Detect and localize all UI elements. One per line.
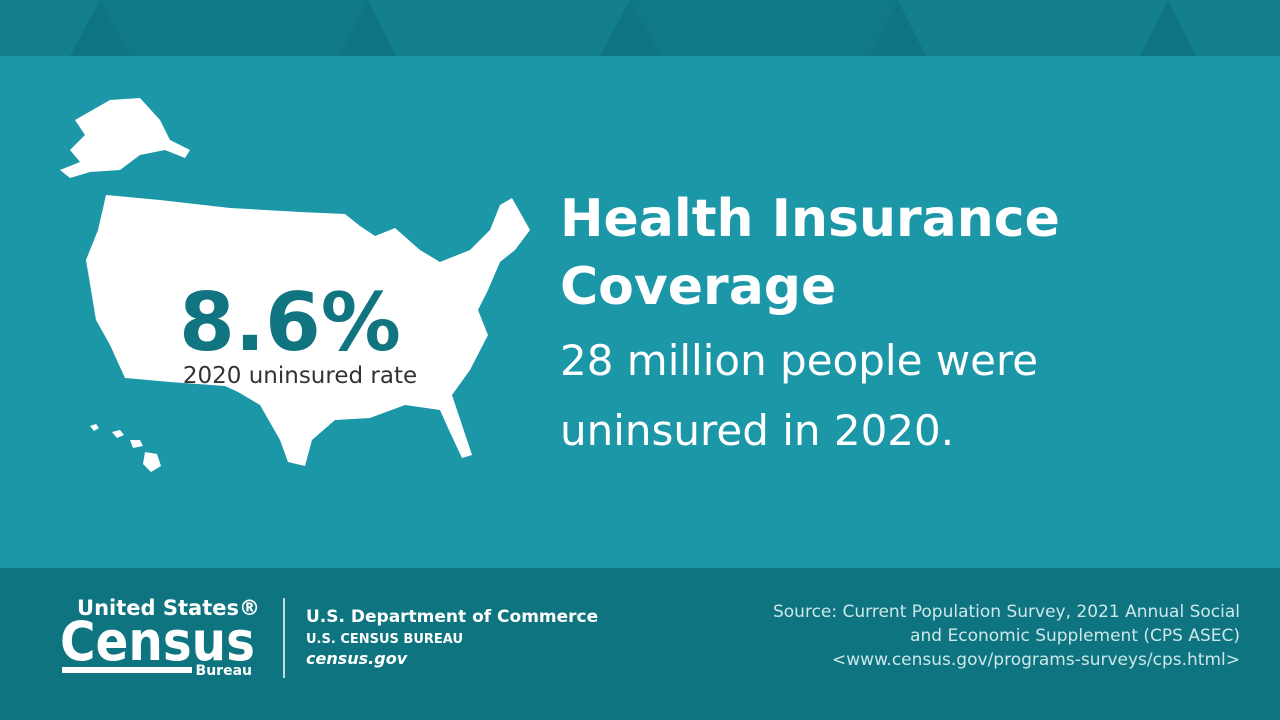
logo-top: United States® xyxy=(77,596,260,620)
stat-value: 8.6% xyxy=(179,276,401,369)
us-map xyxy=(60,98,530,472)
title-line: Health Insurance xyxy=(560,189,1060,249)
logo-bar xyxy=(62,667,192,673)
website[interactable]: census.gov xyxy=(306,649,408,668)
title-line: Coverage xyxy=(560,257,836,317)
logo-bottom: Bureau xyxy=(196,663,252,679)
top-pattern xyxy=(70,0,1196,56)
bureau: U.S. CENSUS BUREAU xyxy=(306,632,463,647)
footer xyxy=(0,568,1280,720)
source-line: <www.census.gov/programs-surveys/cps.htm… xyxy=(832,650,1240,670)
logo-main: Census xyxy=(60,610,255,673)
body-line: uninsured in 2020. xyxy=(560,406,954,455)
source-line: and Economic Supplement (CPS ASEC) xyxy=(910,626,1240,646)
stat-label: 2020 uninsured rate xyxy=(183,363,417,389)
department: U.S. Department of Commerce xyxy=(306,607,598,627)
source-line: Source: Current Population Survey, 2021 … xyxy=(773,602,1240,622)
body-line: 28 million people were xyxy=(560,336,1038,385)
